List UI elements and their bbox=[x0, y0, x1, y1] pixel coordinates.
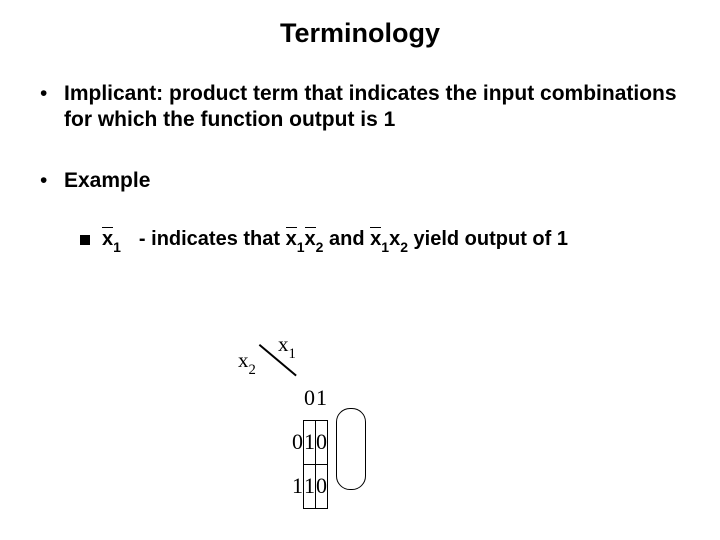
kmap-diagonal bbox=[260, 344, 294, 378]
bullet-example: • Example bbox=[40, 168, 680, 194]
bullet-example-text: Example bbox=[64, 168, 150, 194]
kmap-cell-00: 1 bbox=[304, 420, 316, 464]
bullet-dot: • bbox=[40, 168, 64, 194]
square-bullet bbox=[80, 235, 90, 245]
kmap-cell-01: 0 bbox=[316, 420, 328, 464]
kmap-implicant-circle bbox=[336, 408, 366, 490]
bullet-implicant-text: Implicant: product term that indicates t… bbox=[64, 81, 680, 134]
kmap-rowhdr-0: 0 bbox=[292, 420, 304, 464]
bullet-dot: • bbox=[40, 81, 64, 107]
kmap-cell-10: 1 bbox=[304, 464, 316, 508]
bullet-implicant: • Implicant: product term that indicates… bbox=[40, 81, 680, 134]
kmap-colhdr-1: 1 bbox=[316, 376, 328, 420]
kmap-rowhdr-1: 1 bbox=[292, 464, 304, 508]
kmap-table: 0 1 0 1 0 1 1 0 bbox=[292, 376, 328, 509]
formula-lead-var: x1 bbox=[102, 228, 121, 253]
formula-text: - indicates that x1x2 and x1x2 yield out… bbox=[139, 228, 568, 253]
kmap-colhdr-0: 0 bbox=[304, 376, 316, 420]
kmap-cell-11: 0 bbox=[316, 464, 328, 508]
formula-row: x1 - indicates that x1x2 and x1x2 yield … bbox=[40, 228, 680, 253]
page-title: Terminology bbox=[40, 18, 680, 49]
kmap-row-var: x2 bbox=[238, 348, 256, 377]
